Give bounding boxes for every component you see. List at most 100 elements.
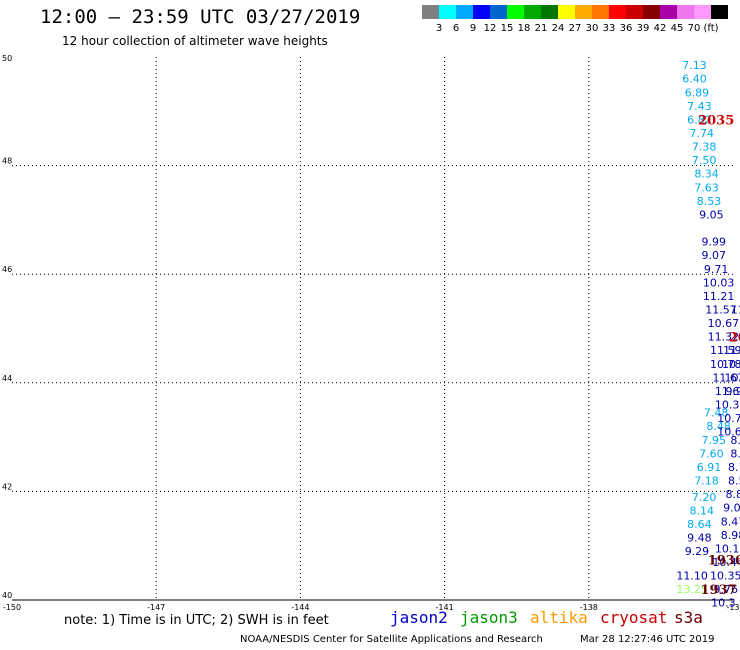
page-title: 12:00 – 23:59 UTC 03/27/2019 (40, 6, 361, 28)
satellite-legend-altika: altika (530, 608, 588, 627)
x-tick-label: -141 (436, 603, 454, 612)
colorbar-swatch (660, 5, 677, 19)
y-tick-label: 40 (2, 591, 12, 600)
satellite-legend-cryosat: cryosat (600, 608, 668, 627)
wave-height-label: 8.48 (706, 420, 731, 433)
colorbar-label: 12 (484, 23, 497, 34)
colorbar-swatch (711, 5, 728, 19)
wave-height-label: 10.10 (715, 542, 740, 555)
pass-time-annotation: 1937 (700, 583, 736, 598)
colorbar-label: 27 (569, 23, 582, 34)
colorbar-swatch (609, 5, 626, 19)
wave-height-label: 10.60 (717, 426, 740, 439)
wave-height-label: 7.38 (692, 141, 717, 154)
colorbar-swatch (456, 5, 473, 19)
wave-height-label: 11.10 (676, 570, 708, 583)
wave-height-label: 11.57 (705, 303, 737, 316)
wave-height-label: 11.1 (723, 344, 740, 357)
wave-height-label: 8.53 (697, 195, 722, 208)
colorbar-swatch (524, 5, 541, 19)
pass-time-annotation: 20 (729, 331, 740, 346)
colorbar-swatch (473, 5, 490, 19)
wave-height-label: 8.98 (721, 529, 740, 542)
x-tick-label: -147 (147, 603, 165, 612)
wave-height-label: 7.50 (692, 154, 717, 167)
y-tick-label: 50 (2, 54, 12, 63)
x-tick-label: -13 (726, 603, 739, 612)
wave-height-label: 7.95 (702, 434, 727, 447)
colorbar-label: 33 (603, 23, 616, 34)
pass-time-annotation: 1936 (708, 553, 740, 568)
colorbar-label: 42 (654, 23, 667, 34)
colorbar-label: (ft) (703, 23, 718, 34)
wave-height-label: 10.35 (710, 570, 740, 583)
wave-height-label: 9.01 (723, 502, 740, 515)
wave-height-label: 8.47 (721, 515, 740, 528)
wave-height-label: 9.92 (726, 385, 740, 398)
wave-height-label: 10.28 (722, 358, 740, 371)
colorbar-label: 6 (453, 23, 459, 34)
footer-credit: NOAA/NESDIS Center for Satellite Applica… (240, 634, 543, 645)
wave-height-label: 10.03 (703, 276, 735, 289)
wave-height-label: 7.74 (690, 127, 715, 140)
wave-height-label: 6.89 (685, 86, 710, 99)
pass-time-annotation: 2035 (698, 113, 734, 128)
wave-height-label: 9.76 (714, 583, 739, 596)
colorbar-label: 18 (518, 23, 531, 34)
colorbar-swatch (507, 5, 524, 19)
y-tick-label: 42 (2, 482, 12, 491)
wave-height-label: 11.32 (708, 331, 740, 344)
wave-height-label: 9.29 (685, 545, 710, 558)
colorbar-swatch (575, 5, 592, 19)
colorbar-swatch (541, 5, 558, 19)
y-tick-label: 44 (2, 374, 12, 383)
wave-height-label: 8.82 (726, 488, 740, 501)
x-tick-label: -138 (580, 603, 598, 612)
wave-height-label: 10.75 (717, 412, 740, 425)
wave-height-label: 7.60 (699, 447, 724, 460)
x-tick-label: -144 (291, 603, 309, 612)
colorbar-swatch (592, 5, 609, 19)
satellite-legend-s3a: s3a (674, 608, 703, 627)
wave-height-label: 11.21 (703, 290, 735, 303)
wave-height-label: 8.83 (730, 447, 740, 460)
colorbar-label: 21 (535, 23, 548, 34)
wave-height-label: 8.64 (687, 518, 712, 531)
footer-note: note: 1) Time is in UTC; 2) SWH is in fe… (64, 613, 329, 628)
wave-height-label: 9.05 (699, 208, 724, 221)
wave-height-label: 11.59 (710, 344, 740, 357)
wave-height-label: 10.67 (708, 317, 740, 330)
wave-height-label: 8.52 (728, 475, 740, 488)
colorbar-label: 45 (671, 23, 684, 34)
colorbar-label: 70 (688, 23, 701, 34)
wave-height-label: 8.14 (690, 504, 715, 517)
wave-height-label: 8.34 (694, 168, 719, 181)
wave-height-label: 9.48 (687, 532, 712, 545)
wave-height-label: 8.15 (728, 461, 740, 474)
satellite-legend-jason2: jason2 (390, 608, 448, 627)
footer-timestamp: Mar 28 12:27:46 UTC 2019 (580, 634, 715, 645)
colorbar-label: 15 (501, 23, 514, 34)
wave-height-label: 9.07 (702, 249, 727, 262)
y-tick-label: 48 (2, 157, 12, 166)
wave-height-label: 10.3 (711, 597, 736, 610)
wave-height-label: 10.49 (724, 371, 740, 384)
wave-height-label: 9.71 (704, 263, 729, 276)
colorbar-swatch (490, 5, 507, 19)
colorbar-label: 24 (552, 23, 565, 34)
wave-height-label: 10.78 (710, 358, 740, 371)
colorbar-label: 30 (586, 23, 599, 34)
colorbar-swatch (558, 5, 575, 19)
x-tick-label: -150 (3, 603, 21, 612)
wave-height-label: 7.43 (687, 100, 712, 113)
wave-height-label: 10.36 (715, 399, 740, 412)
y-tick-label: 46 (2, 265, 12, 274)
colorbar-label: 39 (637, 23, 650, 34)
colorbar-label: 9 (470, 23, 476, 34)
colorbar-swatch (439, 5, 456, 19)
wave-height-label: 9.99 (702, 236, 727, 249)
colorbar-swatch (694, 5, 711, 19)
page-subtitle: 12 hour collection of altimeter wave hei… (62, 34, 328, 48)
